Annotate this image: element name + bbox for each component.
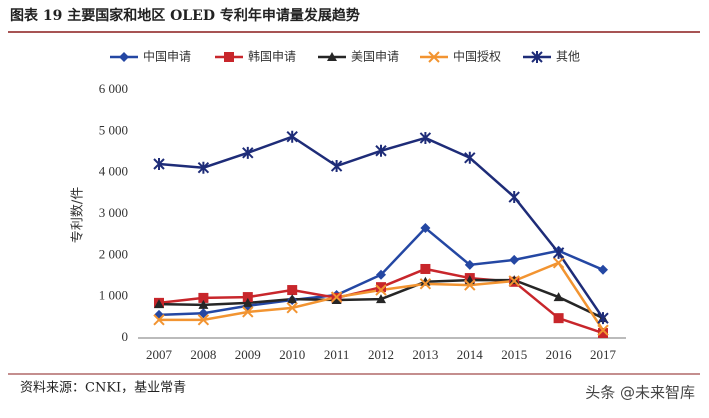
legend-label: 中国授权	[453, 49, 501, 64]
data-point	[375, 144, 387, 157]
data-point	[375, 284, 387, 296]
legend-marker	[224, 52, 234, 62]
y-tick-label: 5 000	[99, 122, 128, 137]
legend-marker	[119, 52, 129, 62]
data-point	[420, 223, 431, 234]
chart-title: 图表 19 主要国家和地区 OLED 专利年申请量发展趋势	[10, 7, 360, 24]
x-tick-label: 2016	[546, 347, 573, 362]
data-point	[242, 306, 254, 318]
legend-label: 美国申请	[351, 50, 399, 64]
legend-label: 韩国申请	[248, 49, 296, 64]
data-point	[464, 151, 476, 164]
legend-label: 其他	[556, 50, 580, 64]
data-point	[509, 254, 520, 265]
x-tick-label: 2017	[590, 347, 617, 362]
data-point	[419, 278, 432, 290]
data-point	[287, 294, 298, 304]
y-tick-label: 6 000	[99, 81, 128, 96]
data-point	[286, 302, 298, 314]
data-point	[242, 146, 254, 159]
x-tick-label: 2007	[146, 347, 173, 362]
data-point	[153, 314, 165, 326]
data-point	[330, 160, 343, 173]
y-tick-label: 1 000	[99, 288, 128, 303]
data-point	[376, 294, 386, 304]
data-point	[198, 308, 209, 319]
data-point	[287, 285, 298, 296]
data-point	[242, 297, 253, 307]
data-point	[242, 292, 253, 303]
data-point	[330, 291, 343, 303]
data-point	[331, 294, 342, 304]
data-point	[198, 292, 209, 303]
y-tick-label: 3 000	[99, 205, 128, 220]
data-point	[597, 324, 609, 336]
data-point	[419, 131, 432, 144]
data-point	[154, 299, 164, 309]
x-tick-label: 2009	[235, 347, 261, 362]
data-point	[154, 309, 164, 320]
watermark: 头条 @未来智库	[585, 384, 695, 402]
y-tick-label: 4 000	[99, 164, 128, 179]
x-tick-label: 2014	[457, 347, 484, 362]
data-point	[508, 191, 520, 204]
x-tick-label: 2011	[324, 347, 350, 362]
data-point	[598, 328, 608, 339]
data-point	[464, 259, 475, 270]
data-point	[376, 282, 386, 293]
legend-marker	[327, 52, 337, 61]
y-tick-label: 0	[122, 329, 129, 344]
data-point	[420, 276, 431, 286]
data-point	[597, 312, 609, 325]
data-point	[464, 279, 476, 291]
legend-marker	[531, 51, 543, 63]
data-point	[552, 246, 565, 259]
legend-marker	[428, 51, 440, 63]
data-point	[198, 299, 209, 309]
data-point	[508, 275, 520, 287]
data-point	[197, 314, 210, 326]
data-point	[153, 157, 165, 170]
y-tick-label: 2 000	[99, 246, 128, 261]
x-tick-label: 2012	[368, 347, 394, 362]
data-point	[553, 292, 564, 302]
x-tick-label: 2015	[501, 347, 527, 362]
x-tick-label: 2008	[190, 347, 216, 362]
x-tick-label: 2013	[412, 347, 438, 362]
data-point	[286, 130, 298, 143]
data-point	[420, 263, 431, 274]
data-point	[197, 161, 210, 174]
y-axis-label: 专利数/件	[71, 187, 86, 243]
data-point	[376, 269, 386, 280]
source: 资料来源：CNKI，基业常青	[20, 381, 186, 396]
data-point	[552, 257, 565, 269]
data-point	[553, 313, 564, 324]
x-tick-label: 2010	[279, 347, 305, 362]
legend-label: 中国申请	[143, 49, 191, 64]
data-point	[598, 264, 608, 275]
